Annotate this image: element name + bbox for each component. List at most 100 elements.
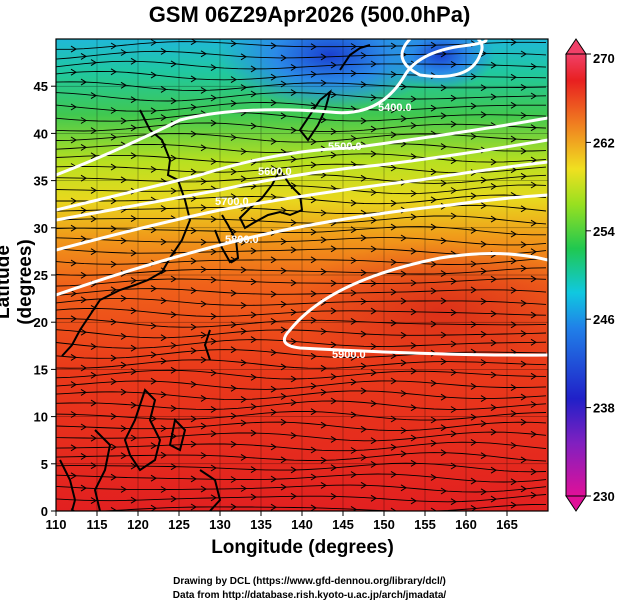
- streamline-arrow: [110, 163, 117, 171]
- streamline-arrow: [390, 199, 397, 207]
- streamline-arrow: [520, 50, 527, 58]
- streamline-arrow: [490, 495, 497, 503]
- streamline-arrow: [530, 338, 537, 346]
- streamline-arrow: [440, 424, 447, 432]
- streamline-arrow: [330, 91, 337, 99]
- streamline: [56, 369, 547, 380]
- streamline-arrow: [490, 93, 497, 101]
- streamline-arrow: [520, 418, 527, 426]
- streamline-arrow: [120, 452, 127, 460]
- streamline-arrow: [400, 270, 407, 278]
- streamline-arrow: [520, 360, 527, 368]
- streamline-arrow: [150, 322, 157, 330]
- streamline-arrow: [270, 385, 277, 393]
- y-tick-label: 30: [34, 221, 48, 236]
- streamline-arrow: [360, 425, 367, 433]
- y-tick-label: 35: [34, 174, 48, 189]
- x-axis: 110 115 120 125 130 135 140 145 150 155 160 165: [46, 511, 518, 532]
- streamline-arrow: [240, 148, 247, 155]
- streamline-arrow: [430, 416, 437, 424]
- streamline-arrow: [270, 193, 277, 201]
- streamline-arrow: [230, 193, 237, 201]
- streamline-arrow: [170, 432, 177, 440]
- streamline-arrow: [190, 440, 197, 448]
- x-tick-label: 160: [455, 517, 477, 532]
- streamline-arrow: [490, 215, 497, 223]
- streamline-arrow: [510, 501, 517, 509]
- streamline: [56, 431, 547, 442]
- streamline-arrow: [450, 94, 457, 102]
- streamline-arrow: [480, 267, 487, 275]
- streamline-arrow: [120, 425, 127, 432]
- streamline-arrow: [450, 498, 457, 506]
- streamline-arrow: [170, 366, 177, 374]
- streamline-arrow: [440, 487, 447, 495]
- x-tick-label: 130: [209, 517, 231, 532]
- streamline-arrow: [170, 404, 177, 412]
- streamline-arrow: [150, 474, 157, 482]
- contour-label-5800: 5800.0: [225, 234, 259, 246]
- streamline-arrow: [190, 103, 197, 111]
- streamline-arrow: [130, 462, 137, 470]
- streamline-arrow: [400, 359, 407, 367]
- streamline-arrow: [330, 341, 337, 349]
- streamline-arrow: [120, 176, 127, 184]
- streamline-arrow: [440, 179, 447, 187]
- streamline-arrow: [360, 269, 367, 277]
- streamline-arrow: [410, 342, 417, 350]
- streamline-arrow: [290, 246, 297, 254]
- streamline-arrow: [490, 371, 497, 379]
- streamline-arrow: [210, 248, 217, 256]
- y-tick-label: 5: [41, 457, 48, 472]
- streamline-arrow: [520, 299, 527, 307]
- streamline-arrow: [110, 286, 117, 294]
- streamline-arrow: [440, 270, 447, 278]
- streamline-arrow: [510, 442, 517, 449]
- streamline-arrow: [470, 226, 477, 234]
- streamline-arrow: [70, 290, 77, 298]
- streamline-arrow: [240, 266, 247, 274]
- streamline-arrow: [200, 266, 207, 273]
- streamline-arrow: [370, 369, 377, 377]
- streamline-arrow: [310, 382, 317, 390]
- streamline-arrow: [470, 73, 477, 81]
- streamline-arrow: [430, 41, 437, 49]
- colorbar-top-cap: [565, 38, 587, 55]
- streamline-arrow: [250, 403, 257, 411]
- streamline-arrow: [450, 462, 457, 470]
- contour-label-5600: 5600.0: [258, 166, 292, 178]
- streamline-arrow: [280, 456, 287, 464]
- streamline-arrow: [130, 57, 137, 65]
- streamline-arrow: [430, 168, 437, 176]
- streamline-arrow: [130, 401, 137, 409]
- streamline-arrow: [150, 226, 157, 234]
- streamline-arrow: [520, 83, 527, 91]
- streamline-arrow: [90, 92, 97, 100]
- streamline: [56, 380, 547, 390]
- streamline-arrow: [70, 259, 77, 267]
- streamline-arrow: [70, 45, 77, 53]
- streamline-arrow: [250, 336, 257, 344]
- streamline-arrow: [190, 287, 197, 295]
- streamline-arrow: [410, 190, 417, 197]
- streamline-arrow: [450, 277, 457, 285]
- streamline-arrow: [520, 205, 527, 213]
- streamline-arrow: [210, 64, 217, 72]
- streamline-arrow: [190, 257, 197, 265]
- streamline-arrow: [510, 135, 517, 143]
- streamline-arrow: [240, 395, 247, 403]
- streamline-arrow: [410, 459, 417, 467]
- streamline-arrow: [480, 240, 487, 248]
- streamline-arrow: [80, 452, 87, 460]
- streamline-arrow: [410, 213, 417, 221]
- streamline-arrow: [200, 144, 207, 152]
- streamline-arrow: [410, 279, 417, 287]
- x-tick-label: 115: [87, 517, 108, 532]
- streamline-arrow: [160, 334, 167, 342]
- streamline-arrow: [390, 415, 397, 423]
- contour-label-5700: 5700.0: [215, 196, 249, 208]
- streamline-arrow: [400, 484, 407, 492]
- streamline-arrow: [440, 84, 447, 92]
- streamline-arrow: [440, 297, 447, 305]
- streamline-arrow: [150, 377, 157, 385]
